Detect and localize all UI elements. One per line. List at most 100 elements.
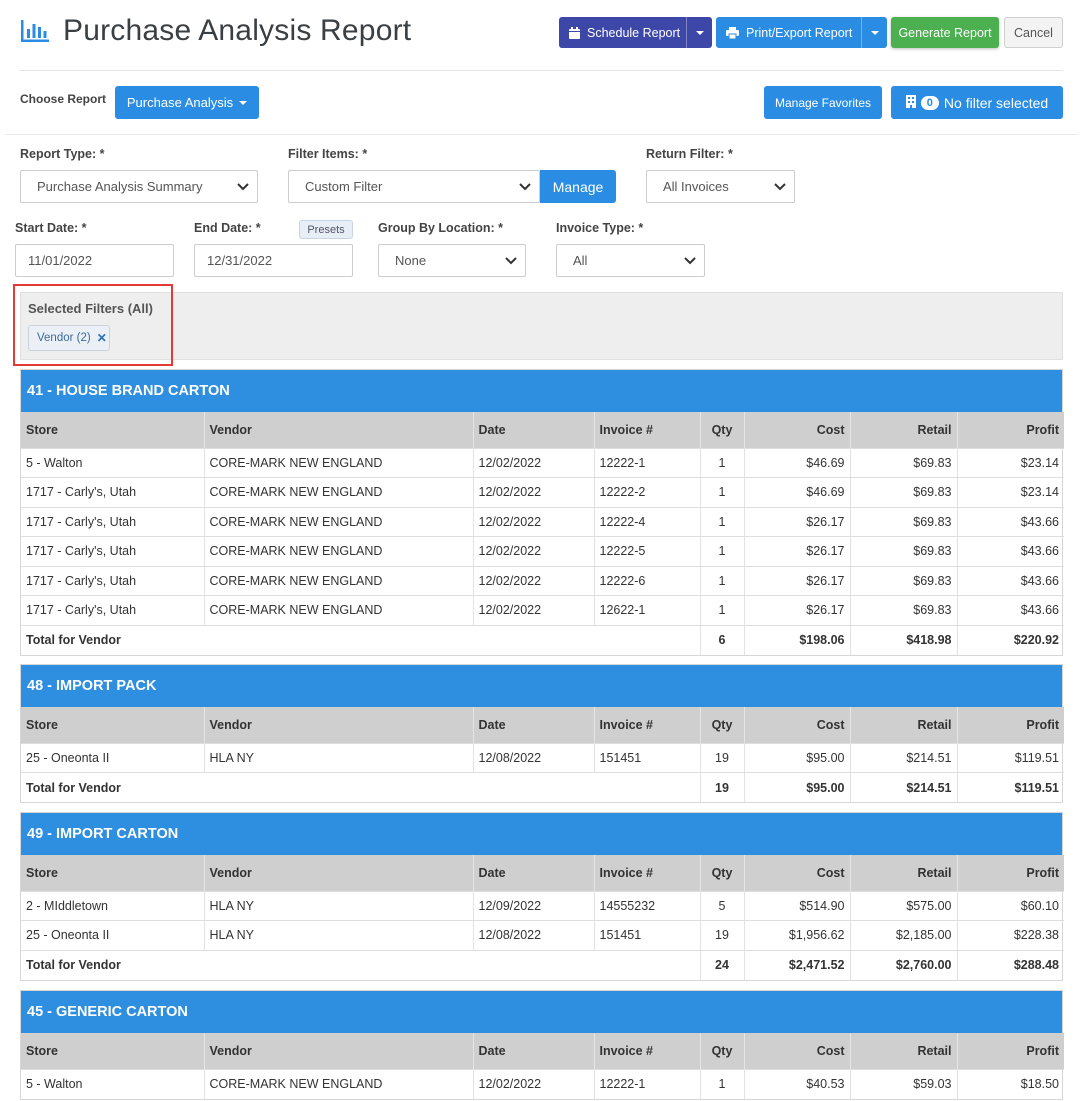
manage-button[interactable]: Manage	[540, 170, 616, 203]
table-cell: 1	[700, 536, 745, 566]
column-header[interactable]: Qty	[700, 855, 745, 891]
table-cell: $40.53	[744, 1068, 851, 1099]
column-header[interactable]: Date	[473, 855, 595, 891]
table-cell: $69.83	[850, 536, 958, 566]
return-filter-label: Return Filter: *	[646, 147, 733, 161]
manage-favorites-button[interactable]: Manage Favorites	[764, 86, 882, 119]
chevron-down-icon	[774, 183, 786, 191]
generate-report-button[interactable]: Generate Report	[891, 17, 999, 48]
cancel-button[interactable]: Cancel	[1004, 17, 1063, 48]
table-cell: $46.69	[744, 477, 851, 507]
column-header[interactable]: Retail	[850, 1033, 958, 1069]
chevron-down-icon	[519, 183, 531, 191]
column-header[interactable]: Profit	[957, 1033, 1064, 1069]
column-header[interactable]: Vendor	[204, 707, 474, 743]
total-cost: $2,471.52	[744, 949, 851, 980]
table-cell: 12/02/2022	[473, 595, 595, 625]
print-export-button[interactable]: Print/Export Report	[716, 17, 887, 48]
column-header[interactable]: Store	[21, 412, 205, 448]
group-table: Store Vendor Date Invoice # Qty Cost Retail Pro…	[21, 1033, 1064, 1099]
filter-status-button[interactable]: 0 No filter selected	[891, 86, 1063, 119]
filter-count-badge: 0	[920, 95, 939, 110]
table-row: 1717 - Carly's, Utah CORE-MARK NEW ENGLAN…	[21, 565, 1064, 596]
table-cell: $69.83	[850, 595, 958, 625]
table-cell: $119.51	[957, 742, 1064, 773]
column-header[interactable]: Store	[21, 1033, 205, 1069]
group-by-location-select[interactable]: None	[378, 244, 526, 277]
choose-report-dropdown[interactable]: Purchase Analysis	[115, 86, 259, 119]
presets-button[interactable]: Presets	[299, 220, 353, 239]
column-header[interactable]: Vendor	[204, 412, 474, 448]
column-header[interactable]: Invoice #	[594, 707, 701, 743]
total-cost: $198.06	[744, 624, 851, 655]
invoice-type-label: Invoice Type: *	[556, 221, 644, 235]
column-header[interactable]: Profit	[957, 707, 1064, 743]
start-date-input[interactable]: 11/01/2022	[15, 244, 174, 277]
schedule-dropdown-toggle[interactable]	[686, 17, 712, 48]
column-header[interactable]: Invoice #	[594, 412, 701, 448]
table-cell: CORE-MARK NEW ENGLAND	[204, 565, 474, 596]
table-cell: $514.90	[744, 890, 851, 921]
table-cell: 12222-6	[594, 565, 701, 596]
column-header[interactable]: Qty	[700, 1033, 745, 1069]
column-header[interactable]: Qty	[700, 707, 745, 743]
column-header[interactable]: Date	[473, 707, 595, 743]
column-header[interactable]: Invoice #	[594, 855, 701, 891]
column-header[interactable]: Vendor	[204, 855, 474, 891]
total-row: Total for Vendor 19 $95.00 $214.51 $119.51	[21, 772, 1064, 802]
report-type-label: Report Type: *	[20, 147, 105, 161]
vendor-filter-chip[interactable]: Vendor (2) ✕	[28, 325, 110, 351]
table-cell: 1717 - Carly's, Utah	[21, 595, 205, 625]
table-cell: 1717 - Carly's, Utah	[21, 536, 205, 566]
column-header[interactable]: Store	[21, 707, 205, 743]
print-dropdown-toggle[interactable]	[861, 17, 887, 48]
schedule-report-button[interactable]: Schedule Report	[559, 17, 712, 48]
section-divider	[5, 134, 1078, 135]
report-type-select[interactable]: Purchase Analysis Summary	[20, 170, 258, 203]
table-cell: $23.14	[957, 447, 1064, 478]
column-header[interactable]: Date	[473, 412, 595, 448]
table-cell: 151451	[594, 920, 701, 950]
group-by-location-label: Group By Location: *	[378, 221, 503, 235]
selected-filters-title: Selected Filters (All)	[28, 301, 153, 316]
total-label: Total for Vendor	[21, 772, 701, 802]
column-header[interactable]: Cost	[744, 707, 851, 743]
table-row: 25 - Oneonta II HLA NY 12/08/2022 151451 19 $…	[21, 920, 1064, 950]
total-retail: $214.51	[850, 772, 958, 802]
table-cell: 12/02/2022	[473, 447, 595, 478]
close-icon[interactable]: ✕	[96, 331, 107, 345]
filter-items-select[interactable]: Custom Filter	[288, 170, 540, 203]
print-export-label: Print/Export Report	[746, 25, 853, 40]
column-header[interactable]: Retail	[850, 707, 958, 743]
group-title: 49 - IMPORT CARTON	[21, 813, 1062, 855]
table-cell: 25 - Oneonta II	[21, 920, 205, 950]
column-header[interactable]: Retail	[850, 412, 958, 448]
table-cell: 14555232	[594, 890, 701, 921]
table-cell: $575.00	[850, 890, 958, 921]
invoice-type-select[interactable]: All	[556, 244, 705, 277]
column-header[interactable]: Date	[473, 1033, 595, 1069]
table-cell: HLA NY	[204, 742, 474, 773]
return-filter-select[interactable]: All Invoices	[646, 170, 795, 203]
table-cell: $23.14	[957, 477, 1064, 507]
chevron-down-icon	[237, 183, 249, 191]
group-by-location-value: None	[395, 253, 427, 268]
column-header[interactable]: Store	[21, 855, 205, 891]
column-header[interactable]: Cost	[744, 412, 851, 448]
total-row: Total for Vendor 24 $2,471.52 $2,760.00 $288…	[21, 949, 1064, 980]
column-header[interactable]: Cost	[744, 1033, 851, 1069]
table-cell: $26.17	[744, 506, 851, 537]
group-table: Store Vendor Date Invoice # Qty Cost Retail Pro…	[21, 412, 1064, 655]
table-cell: 1	[700, 1068, 745, 1099]
column-header[interactable]: Profit	[957, 855, 1064, 891]
report-group: 49 - IMPORT CARTON Store Vendor Date Invoice…	[20, 812, 1064, 981]
column-header[interactable]: Profit	[957, 412, 1064, 448]
table-cell: $46.69	[744, 447, 851, 478]
column-header[interactable]: Vendor	[204, 1033, 474, 1069]
column-header[interactable]: Invoice #	[594, 1033, 701, 1069]
end-date-input[interactable]: 12/31/2022	[194, 244, 353, 277]
column-header[interactable]: Retail	[850, 855, 958, 891]
column-header[interactable]: Qty	[700, 412, 745, 448]
table-row: 1717 - Carly's, Utah CORE-MARK NEW ENGLAN…	[21, 477, 1064, 507]
column-header[interactable]: Cost	[744, 855, 851, 891]
